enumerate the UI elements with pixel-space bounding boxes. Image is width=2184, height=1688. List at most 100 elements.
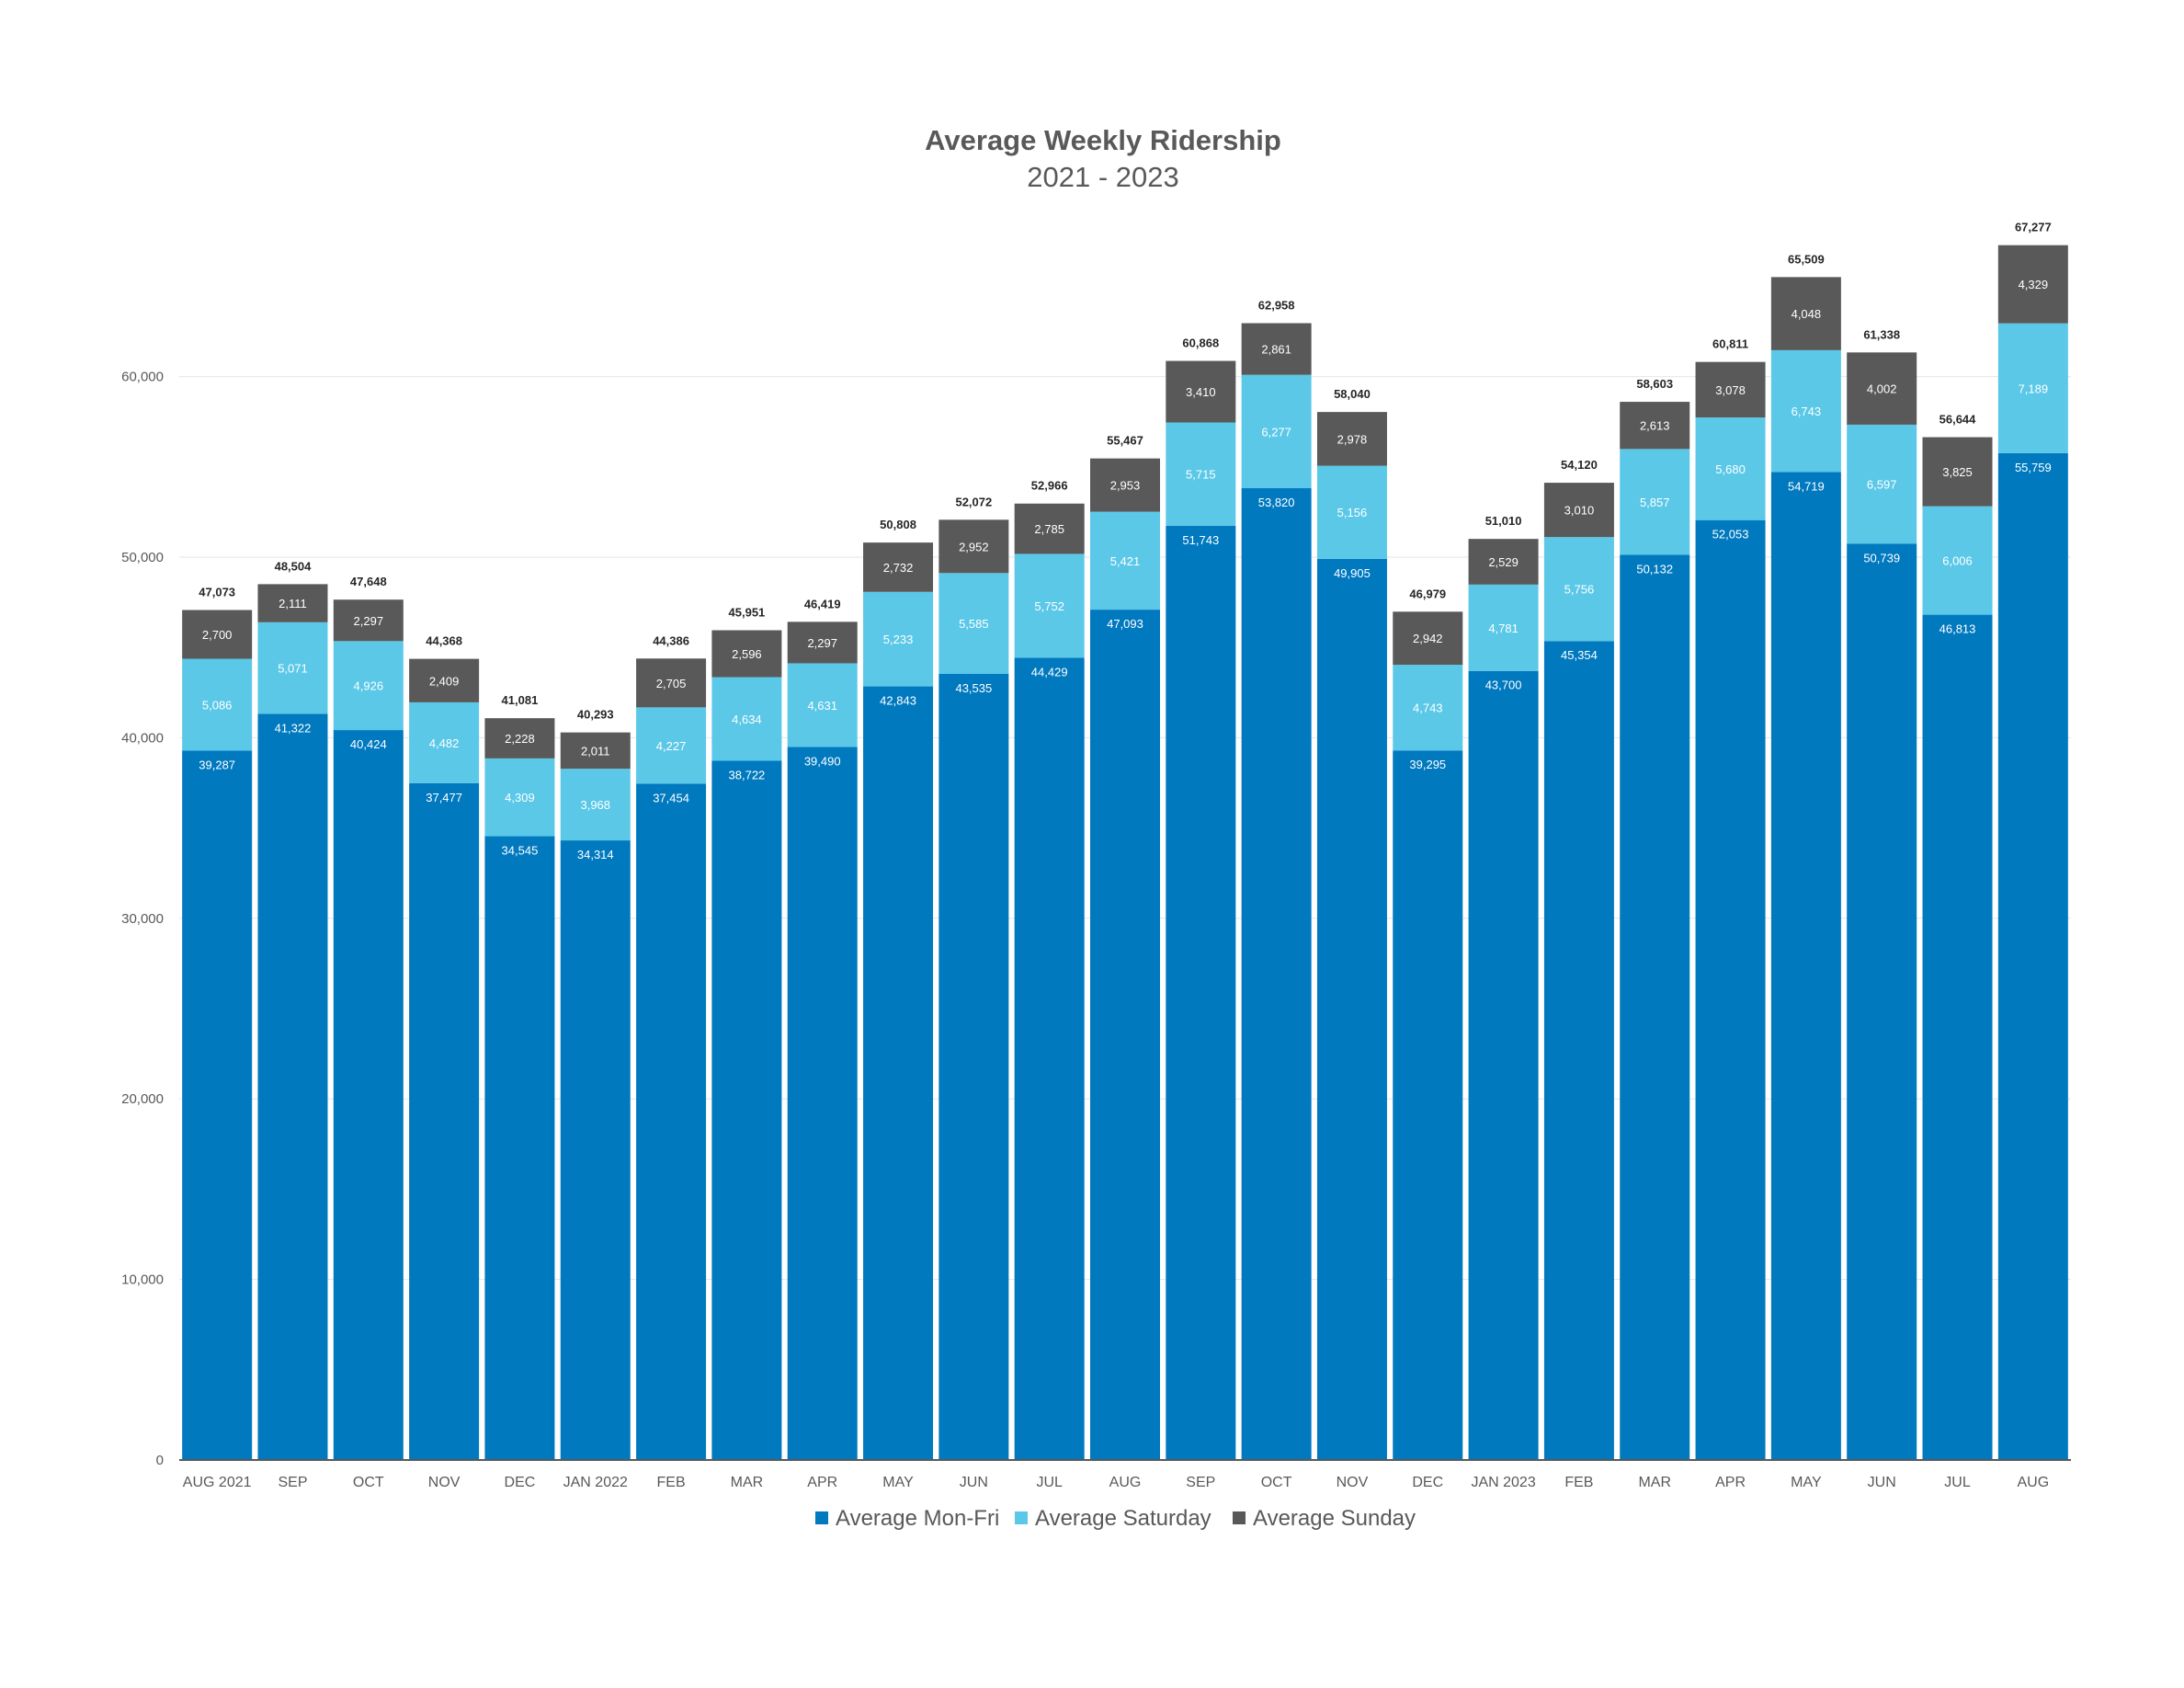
bar-segment [1468,584,1539,671]
bar-segment [1695,519,1766,1460]
segment-value-label: 5,233 [883,633,914,646]
bar-stack: 40,424 4,926 2,297 47,648 [333,575,404,1460]
bar-segment [484,718,555,758]
bar-segment [1166,360,1236,423]
segment-value-label: 3,410 [1186,385,1216,399]
bar-stack: 34,314 3,968 2,011 40,293 [560,708,631,1460]
bars: 39,287 5,086 2,700 47,073 41,322 5,071 2,111 48… [182,221,2068,1460]
bar-stack: 39,287 5,086 2,700 47,073 [182,585,253,1460]
segment-value-label: 39,287 [199,758,235,771]
segment-value-label: 50,739 [1863,551,1900,565]
segment-value-label: 5,715 [1186,468,1216,482]
bar-segment [333,730,404,1460]
chart-title: Average Weekly Ridership [925,124,1281,156]
segment-value-label: 52,053 [1712,528,1749,542]
bar-segment [182,658,253,751]
x-tick-label: MAY [1791,1475,1822,1490]
bar-segment [1014,503,1085,554]
segment-value-label: 43,700 [1485,679,1522,692]
bar-segment [1316,412,1387,466]
segment-value-label: 4,634 [732,713,762,726]
bar-segment [1620,449,1690,555]
legend-swatch [1015,1511,1028,1524]
x-tick-label: NOV [1337,1475,1369,1490]
x-tick-label: JUN [1868,1475,1896,1490]
legend-swatch [815,1511,828,1524]
bar-segment [1695,361,1766,418]
bar-segment [1770,472,1841,1460]
bar-segment [1393,665,1463,751]
total-label: 40,293 [577,708,614,722]
y-tick-label: 40,000 [121,730,164,746]
total-label: 47,648 [350,575,387,588]
y-tick-label: 10,000 [121,1272,164,1288]
segment-value-label: 2,409 [429,674,460,688]
bar-segment [1241,374,1312,488]
segment-value-label: 2,861 [1261,343,1291,357]
segment-value-label: 4,048 [1792,307,1822,321]
total-label: 60,811 [1712,337,1748,351]
total-label: 67,277 [2015,221,2052,234]
bar-segment [257,584,328,622]
bar-segment [1543,483,1614,538]
bar-segment [711,677,782,761]
bar-segment [636,658,707,708]
segment-value-label: 5,156 [1337,506,1368,519]
bar-stack: 34,545 4,309 2,228 41,081 [484,693,555,1460]
total-label: 51,010 [1485,514,1522,528]
segment-value-label: 50,132 [1636,562,1673,576]
segment-value-label: 5,585 [959,617,989,631]
bar-segment [1468,539,1539,585]
legend-item: Average Mon-Fri [815,1506,999,1531]
segment-value-label: 6,743 [1792,405,1822,418]
bar-stack: 51,743 5,715 3,410 60,868 [1166,336,1236,1460]
x-tick-label: NOV [428,1475,461,1490]
legend-swatch [1233,1511,1246,1524]
bar-segment [409,701,480,783]
segment-value-label: 4,482 [429,736,460,750]
y-tick-label: 30,000 [121,911,164,927]
bar-stack: 46,813 6,006 3,825 56,644 [1922,413,1993,1460]
bar-segment [1997,323,2068,453]
segment-value-label: 2,228 [505,732,535,746]
x-tick-label: DEC [505,1475,536,1490]
bar-segment [636,783,707,1460]
total-label: 52,966 [1031,479,1068,493]
segment-value-label: 3,968 [580,798,610,812]
bar-segment [1997,452,2068,1460]
bar-segment [1316,558,1387,1460]
total-label: 45,951 [729,606,766,620]
bar-segment [560,732,631,770]
bar-segment [863,686,934,1460]
segment-value-label: 4,227 [656,739,687,753]
segment-value-label: 4,309 [505,791,535,804]
segment-value-label: 3,010 [1564,504,1595,518]
bar-stack: 39,490 4,631 2,297 46,419 [787,597,858,1460]
bar-segment [333,599,404,642]
segment-value-label: 46,813 [1939,622,1976,636]
bar-stack: 50,132 5,857 2,613 58,603 [1620,377,1690,1460]
segment-value-label: 55,759 [2015,461,2052,474]
total-label: 41,081 [502,693,539,707]
bar-segment [1014,553,1085,658]
bar-segment [257,713,328,1460]
segment-value-label: 2,942 [1413,632,1443,645]
y-tick-label: 0 [156,1453,164,1468]
segment-value-label: 2,953 [1110,479,1141,493]
segment-value-label: 2,297 [807,636,837,650]
x-tick-label: OCT [1261,1475,1292,1490]
x-tick-label: MAR [1638,1475,1671,1490]
segment-value-label: 5,071 [278,662,308,676]
x-tick-label: DEC [1412,1475,1443,1490]
segment-value-label: 2,011 [581,744,610,758]
segment-value-label: 5,421 [1110,554,1141,568]
segment-value-label: 45,354 [1561,648,1598,662]
segment-value-label: 37,477 [426,791,462,804]
bar-segment [863,542,934,592]
x-tick-label: AUG [2018,1475,2050,1490]
segment-value-label: 5,756 [1564,583,1595,597]
bar-segment [1316,465,1387,559]
bar-segment [1543,641,1614,1460]
bar-segment [1620,402,1690,450]
